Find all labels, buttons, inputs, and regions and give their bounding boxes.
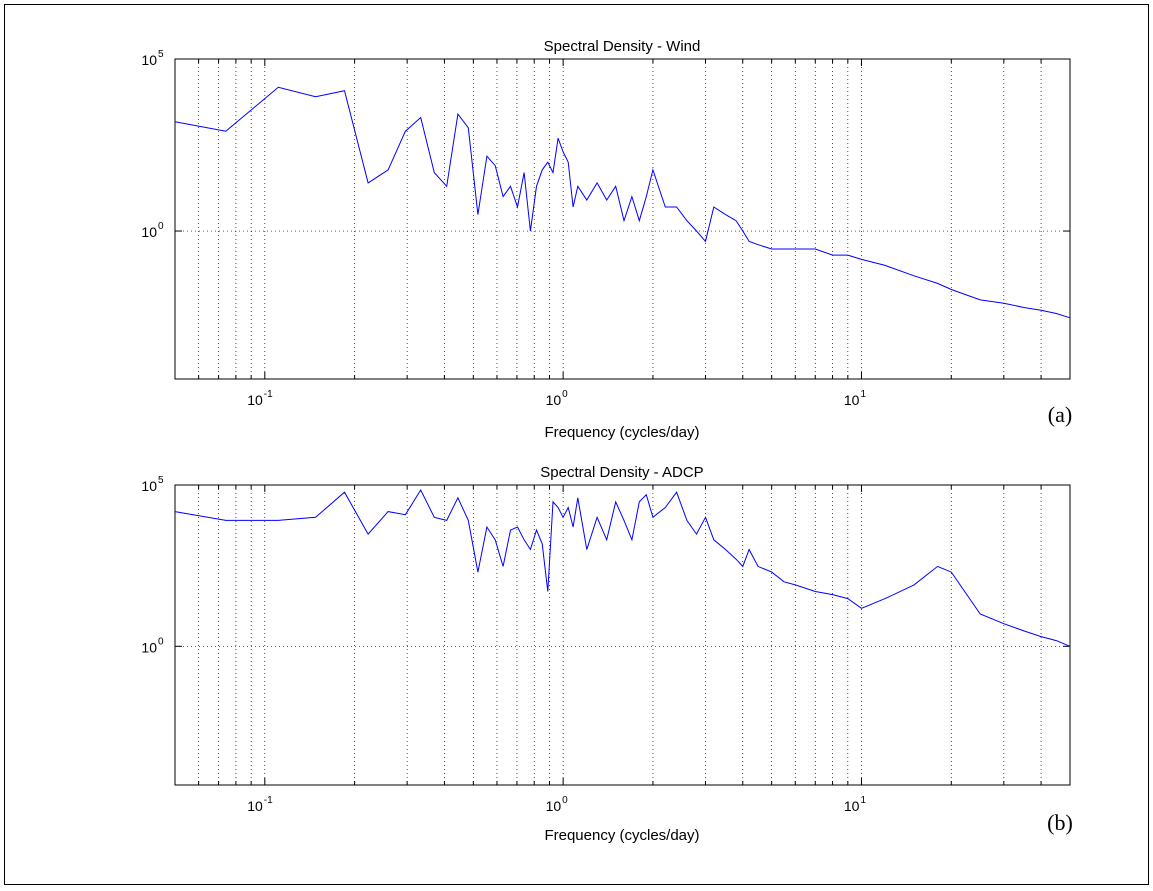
- y-tick-label: 10: [141, 478, 157, 494]
- panel-label-b: (b): [1047, 810, 1073, 835]
- x-tick-label: 10: [546, 798, 562, 814]
- panel-label-a: (a): [1048, 402, 1072, 427]
- x-tick-label-exponent: -1: [264, 389, 273, 400]
- chart-title-b: Spectral Density - ADCP: [540, 464, 703, 481]
- ticks-a: 10 010 510 -1 10 0 10 1: [141, 49, 1071, 408]
- y-tick-label-exponent: 0: [158, 221, 164, 232]
- ticks-b: 10 010 510 -1 10 0 10 1: [141, 475, 1071, 814]
- series-group-b: [174, 488, 1071, 647]
- x-tick-label: 10: [844, 798, 860, 814]
- grid-a: [174, 59, 1071, 379]
- x-tick-label-exponent: 1: [860, 389, 866, 400]
- plot-area-a: [174, 58, 1071, 380]
- series-line-0: [174, 488, 1071, 647]
- series-line-0: [174, 86, 1071, 319]
- y-tick-label-exponent: 5: [158, 49, 164, 60]
- y-tick-label: 10: [141, 224, 157, 240]
- x-axis-label-a: Frequency (cycles/day): [544, 424, 699, 441]
- panel-b: 10 010 510 -1 10 0 10 1 Spectral Density - ADCP…: [141, 464, 1072, 844]
- plot-area-b: [174, 484, 1071, 786]
- series-group-a: [174, 86, 1071, 319]
- x-tick-label-exponent: 1: [860, 795, 866, 806]
- panel-a: 10 010 510 -1 10 0 10 1 Spectral Density - Wind…: [141, 38, 1072, 441]
- x-tick-label: 10: [247, 392, 263, 408]
- y-tick-label-exponent: 0: [158, 636, 164, 647]
- y-tick-label: 10: [141, 639, 157, 655]
- x-tick-label-exponent: 0: [562, 389, 568, 400]
- x-tick-label: 10: [247, 798, 263, 814]
- y-tick-label: 10: [141, 52, 157, 68]
- x-axis-label-b: Frequency (cycles/day): [544, 827, 699, 844]
- chart-title-a: Spectral Density - Wind: [544, 38, 701, 55]
- x-tick-label-exponent: 0: [562, 795, 568, 806]
- x-tick-label: 10: [546, 392, 562, 408]
- y-tick-label-exponent: 5: [158, 475, 164, 486]
- figure-frame: [4, 4, 1149, 885]
- x-tick-label: 10: [844, 392, 860, 408]
- x-tick-label-exponent: -1: [264, 795, 273, 806]
